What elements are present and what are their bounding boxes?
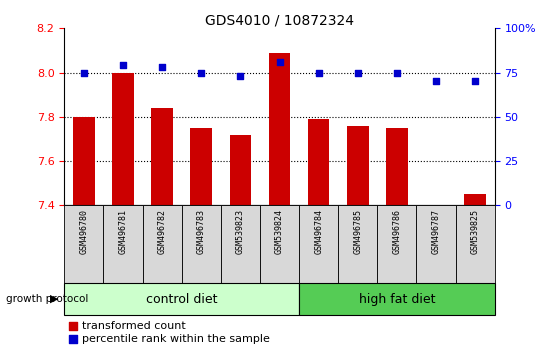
Text: ▶: ▶ bbox=[50, 294, 59, 304]
FancyBboxPatch shape bbox=[377, 205, 416, 283]
Text: high fat diet: high fat diet bbox=[359, 293, 435, 306]
FancyBboxPatch shape bbox=[103, 205, 143, 283]
FancyBboxPatch shape bbox=[64, 205, 103, 283]
FancyBboxPatch shape bbox=[260, 205, 299, 283]
FancyBboxPatch shape bbox=[143, 205, 182, 283]
Bar bbox=[112, 73, 134, 205]
Text: GSM539824: GSM539824 bbox=[275, 209, 284, 254]
FancyBboxPatch shape bbox=[299, 205, 338, 283]
Bar bbox=[151, 108, 173, 205]
FancyBboxPatch shape bbox=[182, 205, 221, 283]
FancyBboxPatch shape bbox=[64, 283, 299, 315]
Bar bbox=[308, 119, 329, 205]
Legend: transformed count, percentile rank within the sample: transformed count, percentile rank withi… bbox=[70, 321, 270, 344]
Text: GSM496786: GSM496786 bbox=[392, 209, 401, 254]
Point bbox=[236, 73, 245, 79]
FancyBboxPatch shape bbox=[456, 205, 495, 283]
Point bbox=[471, 79, 480, 84]
FancyBboxPatch shape bbox=[416, 205, 456, 283]
Text: control diet: control diet bbox=[146, 293, 217, 306]
FancyBboxPatch shape bbox=[299, 283, 495, 315]
Bar bbox=[73, 117, 94, 205]
Point bbox=[432, 79, 440, 84]
FancyBboxPatch shape bbox=[221, 205, 260, 283]
Text: GSM496785: GSM496785 bbox=[353, 209, 362, 254]
Bar bbox=[347, 126, 368, 205]
Text: growth protocol: growth protocol bbox=[6, 294, 88, 304]
Text: GSM539825: GSM539825 bbox=[471, 209, 480, 254]
Text: GSM496780: GSM496780 bbox=[79, 209, 88, 254]
Point bbox=[119, 63, 127, 68]
Bar bbox=[230, 135, 251, 205]
Point bbox=[158, 64, 167, 70]
Point bbox=[314, 70, 323, 75]
Bar bbox=[269, 53, 290, 205]
Text: GSM496783: GSM496783 bbox=[197, 209, 206, 254]
Point bbox=[197, 70, 206, 75]
Point bbox=[392, 70, 401, 75]
Bar bbox=[465, 194, 486, 205]
Title: GDS4010 / 10872324: GDS4010 / 10872324 bbox=[205, 13, 354, 27]
FancyBboxPatch shape bbox=[338, 205, 377, 283]
Text: GSM496787: GSM496787 bbox=[432, 209, 440, 254]
Text: GSM496782: GSM496782 bbox=[158, 209, 167, 254]
Text: GSM496784: GSM496784 bbox=[314, 209, 323, 254]
Bar bbox=[386, 128, 408, 205]
Point bbox=[275, 59, 284, 65]
Point bbox=[353, 70, 362, 75]
Text: GSM496781: GSM496781 bbox=[119, 209, 127, 254]
Text: GSM539823: GSM539823 bbox=[236, 209, 245, 254]
Bar bbox=[191, 128, 212, 205]
Point bbox=[79, 70, 88, 75]
